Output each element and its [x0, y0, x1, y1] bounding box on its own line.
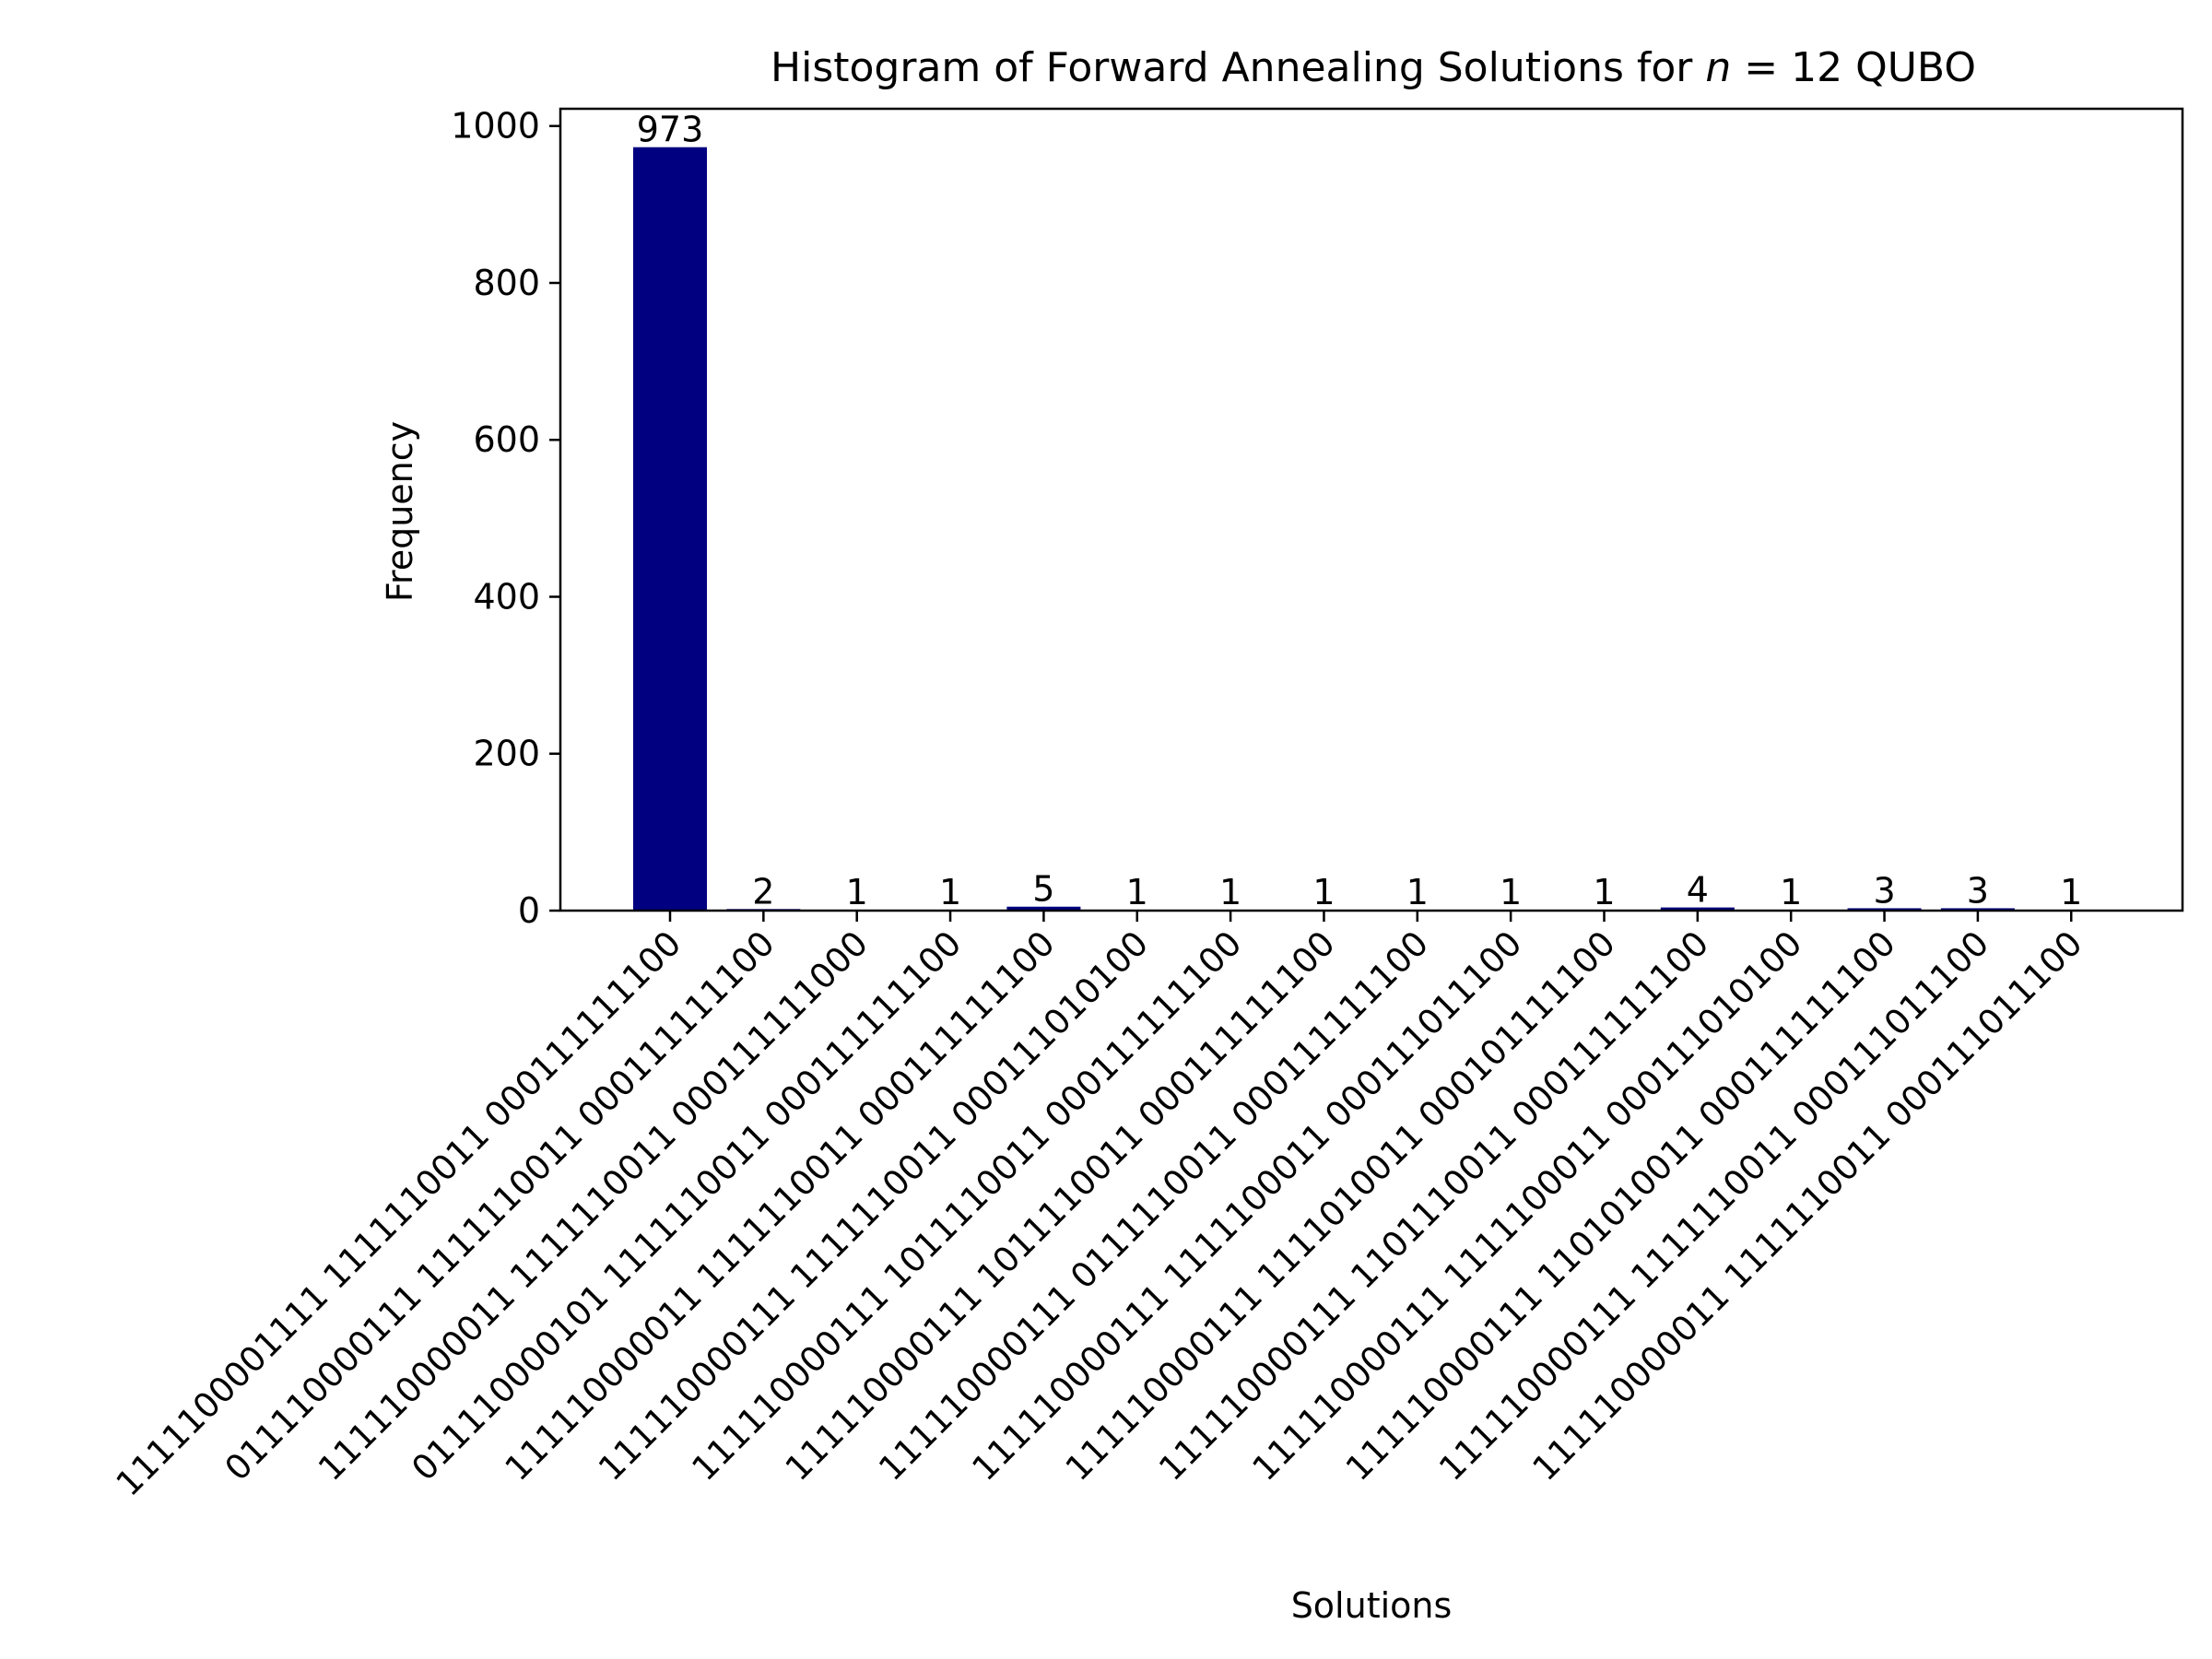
- chart-title: Histogram of Forward Annealing Solutions…: [771, 44, 1976, 91]
- data-label-11: 4: [1687, 870, 1709, 911]
- y-tick-label-4: 800: [473, 263, 540, 303]
- data-label-9: 1: [1500, 872, 1522, 912]
- chart-title-prefix: Histogram of Forward Annealing Solutions…: [771, 44, 1705, 91]
- data-label-7: 1: [1312, 872, 1335, 912]
- axes-frame: [559, 107, 2184, 912]
- bar-11: [1660, 907, 1735, 911]
- bar-0: [633, 147, 707, 911]
- data-label-0: 973: [637, 110, 704, 150]
- chart-title-suffix: = 12 QUBO: [1731, 44, 1976, 91]
- bar-13: [1847, 908, 1922, 911]
- data-label-12: 1: [1780, 872, 1802, 912]
- y-tick-label-3: 600: [473, 419, 540, 460]
- y-tick-label-1: 200: [473, 734, 540, 774]
- data-label-6: 1: [1219, 872, 1241, 912]
- y-tick-label-5: 1000: [451, 106, 540, 147]
- data-label-3: 1: [939, 872, 961, 912]
- data-label-8: 1: [1406, 872, 1429, 912]
- data-label-13: 3: [1873, 870, 1895, 911]
- bar-14: [1940, 908, 2015, 911]
- data-label-15: 1: [2060, 872, 2082, 912]
- y-tick-label-0: 0: [518, 890, 540, 931]
- bar-4: [1006, 906, 1081, 911]
- data-label-4: 5: [1032, 869, 1054, 910]
- chart-title-variable: n: [1705, 44, 1731, 91]
- x-axis-label: Solutions: [1291, 1585, 1453, 1626]
- data-label-1: 2: [752, 871, 774, 912]
- data-label-14: 3: [1967, 870, 1989, 911]
- y-tick-label-2: 400: [473, 576, 540, 617]
- data-label-10: 1: [1593, 872, 1615, 912]
- data-label-2: 1: [846, 872, 868, 912]
- y-axis-label: Frequency: [380, 421, 420, 602]
- data-label-5: 1: [1126, 872, 1148, 912]
